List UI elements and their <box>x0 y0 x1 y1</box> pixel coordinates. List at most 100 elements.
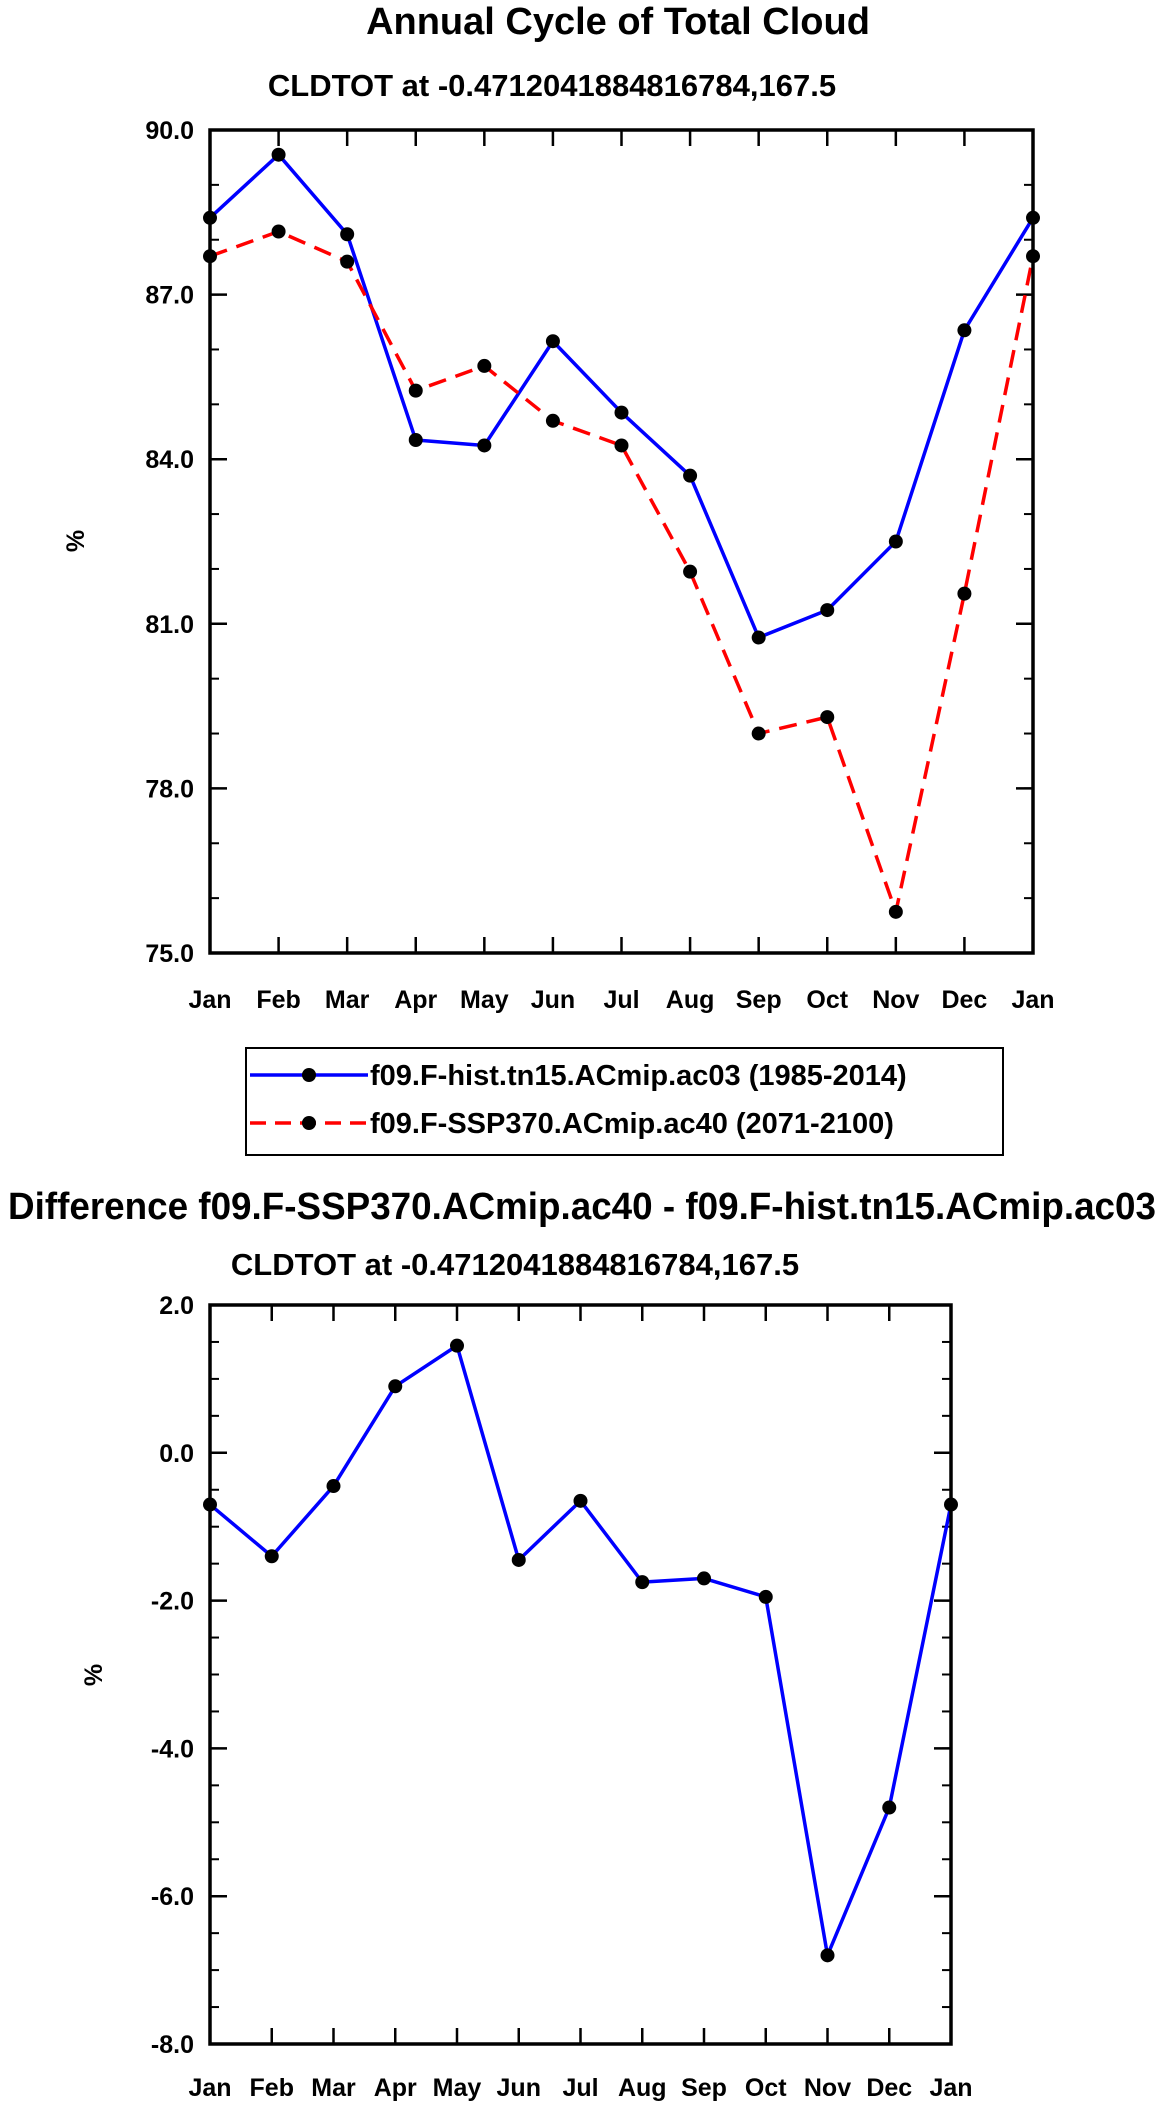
data-point-s1 <box>511 1552 526 1567</box>
chart-title: Difference f09.F-SSP370.ACmip.ac40 - f09… <box>8 1186 1156 1228</box>
data-point-s2 <box>820 710 835 725</box>
y-tick-label: -8.0 <box>151 2031 194 2059</box>
x-tick-label: Mar <box>311 2074 356 2102</box>
x-axis-labels: Jan Feb Mar Apr May Jun Jul Aug Sep Oct Nov Dec Jan <box>188 986 1054 1014</box>
data-point-s2 <box>614 438 629 453</box>
data-point-s1 <box>264 1549 279 1564</box>
axis-ticks <box>208 1303 953 2046</box>
data-point-s1 <box>408 432 423 447</box>
y-tick-label: 84.0 <box>145 446 194 474</box>
chart-title: Annual Cycle of Total Cloud <box>366 1 870 43</box>
legend-entry-ssp370: f09.F-SSP370.ACmip.ac40 (2071-2100) <box>250 1108 894 1140</box>
data-point-s1 <box>635 1575 650 1590</box>
x-tick-label: Oct <box>806 986 848 1014</box>
x-tick-label: Jul <box>603 986 639 1014</box>
data-point-s1 <box>340 227 355 242</box>
data-point-s2 <box>408 383 423 398</box>
data-point-s1 <box>545 334 560 349</box>
y-tick-label: 90.0 <box>145 117 194 145</box>
data-point-s1 <box>888 534 903 549</box>
x-tick-label: Mar <box>325 986 370 1014</box>
plot-frame <box>208 128 1035 955</box>
y-tick-label: 75.0 <box>145 940 194 968</box>
x-tick-label: Dec <box>866 2074 912 2102</box>
x-tick-label: Jan <box>1011 986 1054 1014</box>
series-line-2 <box>209 229 1035 914</box>
legend-marker-hist <box>302 1068 316 1082</box>
data-point-s1 <box>957 323 972 338</box>
data-point-s1 <box>683 468 698 483</box>
x-tick-label: May <box>460 986 509 1014</box>
plot-frame <box>208 1303 953 2046</box>
x-tick-label: Oct <box>745 2074 787 2102</box>
data-point-s1 <box>614 405 629 420</box>
x-tick-label: Jun <box>497 2074 541 2102</box>
data-point-s2 <box>751 726 766 741</box>
x-tick-label: Feb <box>256 986 300 1014</box>
legend-label-ssp370: f09.F-SSP370.ACmip.ac40 (2071-2100) <box>370 1108 894 1140</box>
x-tick-label: Jun <box>531 986 575 1014</box>
data-point-s1 <box>326 1479 341 1494</box>
legend-label-hist: f09.F-hist.tn15.ACmip.ac03 (1985-2014) <box>370 1060 907 1092</box>
data-point-s1 <box>820 1948 835 1963</box>
x-tick-label: Jan <box>929 2074 972 2102</box>
data-point-s2 <box>957 586 972 601</box>
x-tick-label: Nov <box>804 2074 851 2102</box>
data-point-s1 <box>477 438 492 453</box>
legend-marker-ssp370 <box>302 1116 316 1130</box>
data-point-s1 <box>388 1379 403 1394</box>
legend-entry-hist: f09.F-hist.tn15.ACmip.ac03 (1985-2014) <box>250 1060 907 1092</box>
x-tick-label: Aug <box>618 2074 667 2102</box>
data-point-s1 <box>450 1338 464 1353</box>
data-point-s2 <box>271 224 286 239</box>
x-tick-label: Aug <box>666 986 715 1014</box>
y-tick-label: 81.0 <box>145 611 194 639</box>
y-axis-label: % <box>80 1664 108 1686</box>
y-tick-label: 78.0 <box>145 775 194 803</box>
data-point-s2 <box>477 358 492 373</box>
series-line-1 <box>208 152 1035 640</box>
data-point-s2 <box>683 564 698 579</box>
y-tick-label: 0.0 <box>159 1440 194 1468</box>
y-tick-label: -2.0 <box>151 1588 194 1616</box>
data-point-s2 <box>888 904 903 919</box>
y-axis-label: % <box>62 530 90 552</box>
difference-panel: Difference f09.F-SSP370.ACmip.ac40 - f09… <box>8 1186 1156 2102</box>
data-point-s1 <box>573 1493 588 1508</box>
x-tick-label: Jul <box>562 2074 598 2102</box>
y-tick-label: 2.0 <box>159 1292 194 1320</box>
x-tick-label: Sep <box>681 2074 727 2102</box>
chart-subtitle: CLDTOT at -0.4712041884816784,167.5 <box>268 68 836 103</box>
y-tick-label: 87.0 <box>145 282 194 310</box>
data-point-s2 <box>545 413 560 428</box>
data-point-s1 <box>697 1571 711 1586</box>
x-axis-labels: Jan Feb Mar Apr May Jun Jul Aug Sep Oct Nov Dec Jan <box>188 2074 972 2102</box>
y-axis-labels: 75.0 78.0 81.0 84.0 87.0 90.0 <box>145 117 194 968</box>
data-point-s1 <box>758 1589 773 1604</box>
series-line-1 <box>208 1343 953 1958</box>
x-tick-label: Jan <box>188 2074 231 2102</box>
x-tick-label: May <box>433 2074 482 2102</box>
y-tick-label: -6.0 <box>151 1883 194 1911</box>
x-tick-label: Jan <box>188 986 231 1014</box>
annual-cycle-panel: Annual Cycle of Total Cloud CLDTOT at -0… <box>62 1 1055 1156</box>
data-markers <box>203 1338 958 1963</box>
data-point-s2 <box>340 254 355 269</box>
data-point-s1 <box>751 630 766 645</box>
y-axis-labels: -8.0 -6.0 -4.0 -2.0 0.0 2.0 <box>151 1292 194 2059</box>
x-tick-label: Feb <box>250 2074 294 2102</box>
legend-box <box>245 1047 1004 1156</box>
x-tick-label: Apr <box>394 986 437 1014</box>
chart-subtitle: CLDTOT at -0.4712041884816784,167.5 <box>231 1247 799 1282</box>
data-point-s1 <box>820 603 835 618</box>
x-tick-label: Nov <box>872 986 919 1014</box>
data-point-s1 <box>271 147 286 162</box>
x-tick-label: Sep <box>736 986 782 1014</box>
x-tick-label: Apr <box>374 2074 417 2102</box>
series-lines <box>208 152 1035 914</box>
data-point-s1 <box>882 1800 897 1815</box>
y-tick-label: -4.0 <box>151 1735 194 1763</box>
series-lines <box>208 1343 953 1958</box>
axis-ticks <box>208 128 1035 955</box>
